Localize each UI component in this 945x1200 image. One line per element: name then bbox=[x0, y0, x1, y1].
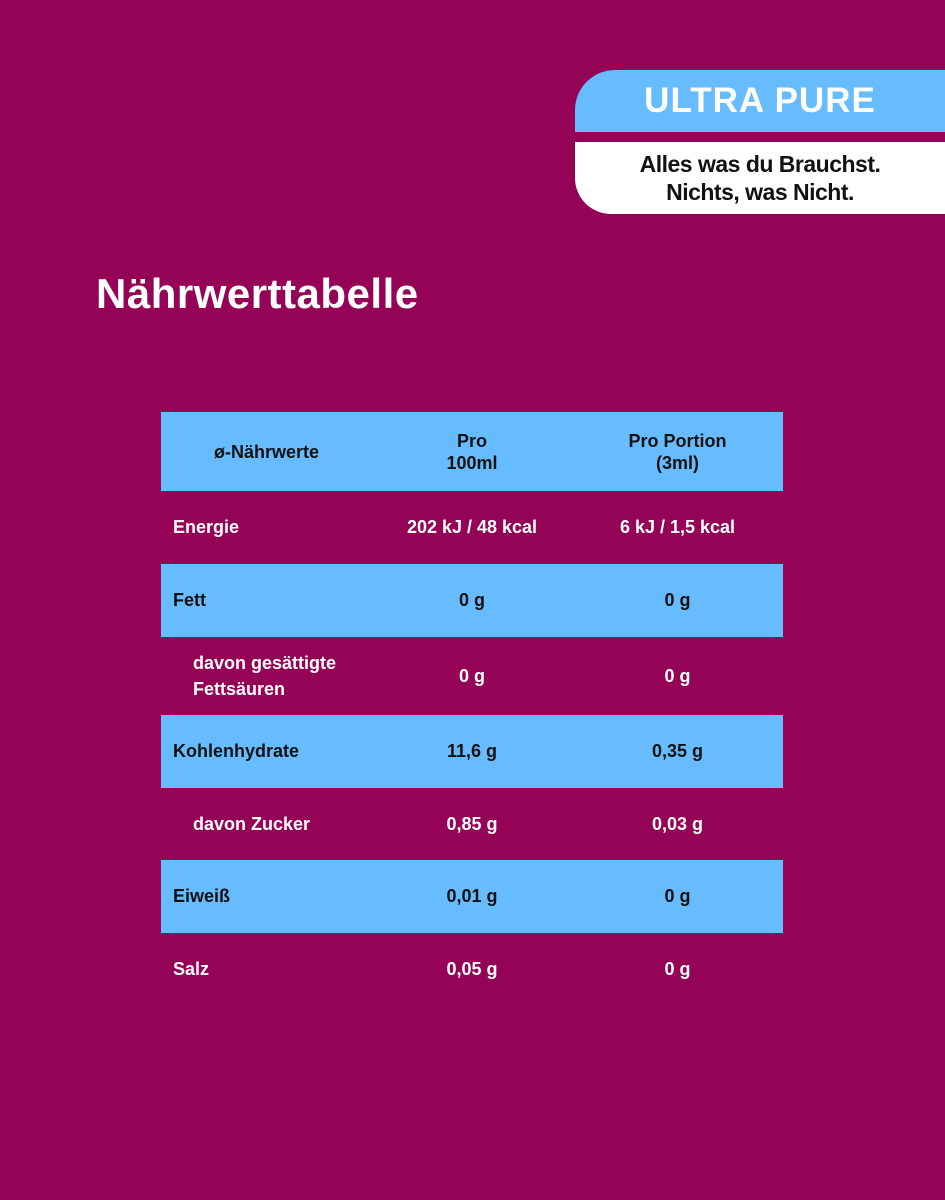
table-row: Eiweiß 0,01 g 0 g bbox=[161, 860, 783, 933]
row-per100: 0,05 g bbox=[446, 958, 498, 979]
table-row: davon Zucker 0,85 g 0,03 g bbox=[161, 788, 783, 860]
row-label: davon Zucker bbox=[193, 814, 311, 834]
row-label: Kohlenhydrate bbox=[173, 741, 300, 761]
table-row: davon gesättigte Fettsäuren 0 g 0 g bbox=[161, 637, 783, 715]
header-per100: Pro 100ml bbox=[446, 430, 498, 473]
tagline-box: Alles was du Brauchst. Nichts, was Nicht… bbox=[575, 142, 945, 214]
row-label: Fett bbox=[173, 590, 206, 610]
brand-badge: ULTRA PURE bbox=[575, 70, 945, 132]
table-row: Kohlenhydrate 11,6 g 0,35 g bbox=[161, 715, 783, 788]
row-per100: 0 g bbox=[458, 590, 485, 610]
page-title: Nährwerttabelle bbox=[96, 270, 419, 317]
row-per100: 202 kJ / 48 kcal bbox=[406, 517, 538, 537]
table-row: Energie 202 kJ / 48 kcal 6 kJ / 1,5 kcal bbox=[161, 491, 783, 564]
table-row: Fett 0 g 0 g bbox=[161, 564, 783, 637]
row-portion: 6 kJ / 1,5 kcal bbox=[619, 517, 736, 537]
row-portion: 0 g bbox=[664, 958, 691, 979]
table-row: Salz 0,05 g 0 g bbox=[161, 933, 783, 1005]
header-label: ø-Nährwerte bbox=[213, 441, 320, 462]
row-portion: 0 g bbox=[664, 590, 691, 610]
header-portion: Pro Portion (3ml) bbox=[628, 430, 727, 473]
row-portion: 0 g bbox=[664, 665, 691, 686]
tagline-line-1: Alles was du Brauchst. bbox=[639, 151, 881, 177]
tagline-line-2: Nichts, was Nicht. bbox=[666, 179, 854, 205]
row-per100: 0,01 g bbox=[446, 886, 498, 906]
row-portion: 0,35 g bbox=[651, 741, 704, 761]
row-per100: 0,85 g bbox=[446, 813, 498, 834]
row-label: Salz bbox=[173, 958, 210, 979]
row-label: davon gesättigte Fettsäuren bbox=[193, 653, 337, 699]
row-label: Eiweiß bbox=[173, 886, 231, 906]
row-portion: 0 g bbox=[664, 886, 691, 906]
nutrition-table: ø-Nährwerte Pro 100ml Pro Portion (3ml) En… bbox=[161, 412, 783, 1005]
row-label: Energie bbox=[173, 517, 240, 537]
brand-title: ULTRA PURE bbox=[644, 81, 876, 120]
row-portion: 0,03 g bbox=[651, 813, 704, 834]
row-per100: 0 g bbox=[458, 665, 485, 686]
table-header: ø-Nährwerte Pro 100ml Pro Portion (3ml) bbox=[161, 412, 783, 491]
row-per100: 11,6 g bbox=[446, 741, 498, 761]
